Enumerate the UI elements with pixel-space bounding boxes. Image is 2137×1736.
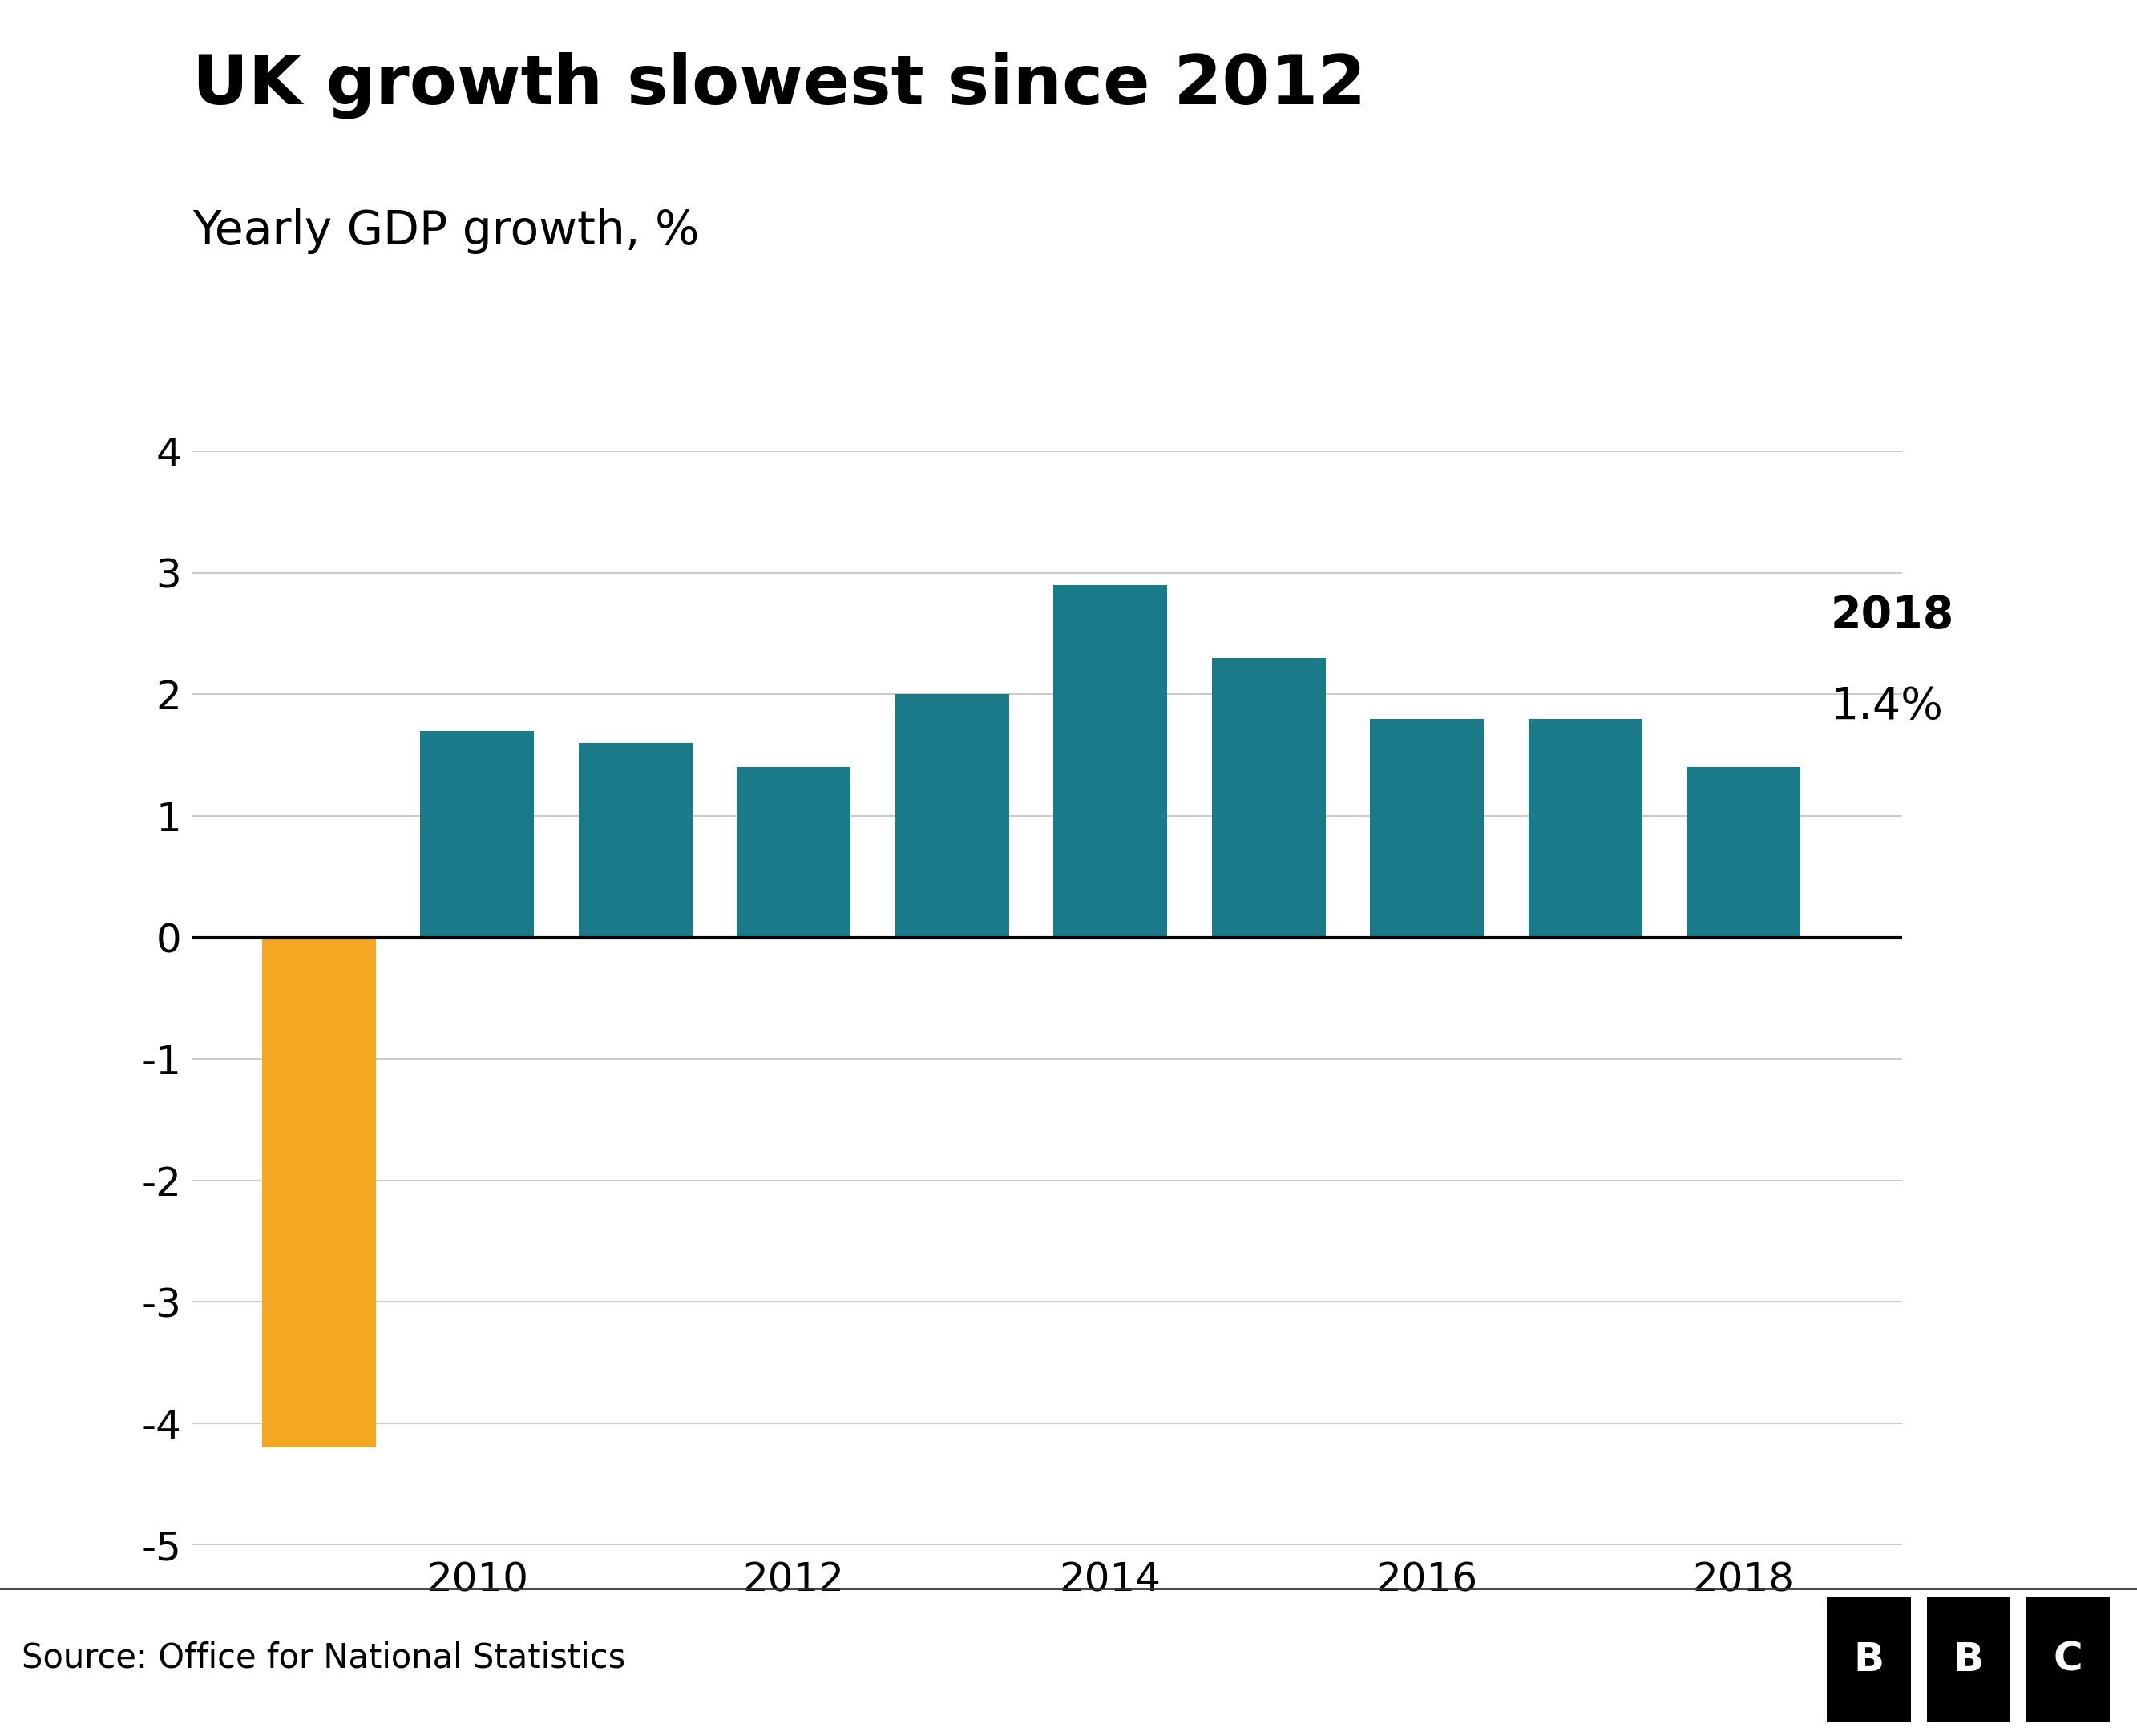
Bar [1827, 1597, 1910, 1722]
Bar [1212, 658, 1325, 937]
Bar [1528, 719, 1643, 937]
Text: B: B [1853, 1641, 1885, 1679]
Text: Yearly GDP growth, %: Yearly GDP growth, % [192, 208, 699, 253]
Text: B: B [1953, 1641, 1983, 1679]
Text: C: C [2054, 1641, 2084, 1679]
Text: Source: Office for National Statistics: Source: Office for National Statistics [21, 1641, 626, 1675]
Bar [1370, 719, 1483, 937]
Text: 1.4%: 1.4% [1831, 686, 1945, 727]
Bar [737, 767, 851, 937]
Bar [895, 694, 1009, 937]
Bar [1928, 1597, 2011, 1722]
Bar [421, 731, 534, 937]
Bar [2026, 1597, 2109, 1722]
Bar [1054, 585, 1167, 937]
Bar [263, 937, 376, 1448]
Text: UK growth slowest since 2012: UK growth slowest since 2012 [192, 52, 1366, 120]
Bar [1686, 767, 1801, 937]
Text: 2018: 2018 [1831, 594, 1955, 637]
Bar [579, 743, 692, 937]
